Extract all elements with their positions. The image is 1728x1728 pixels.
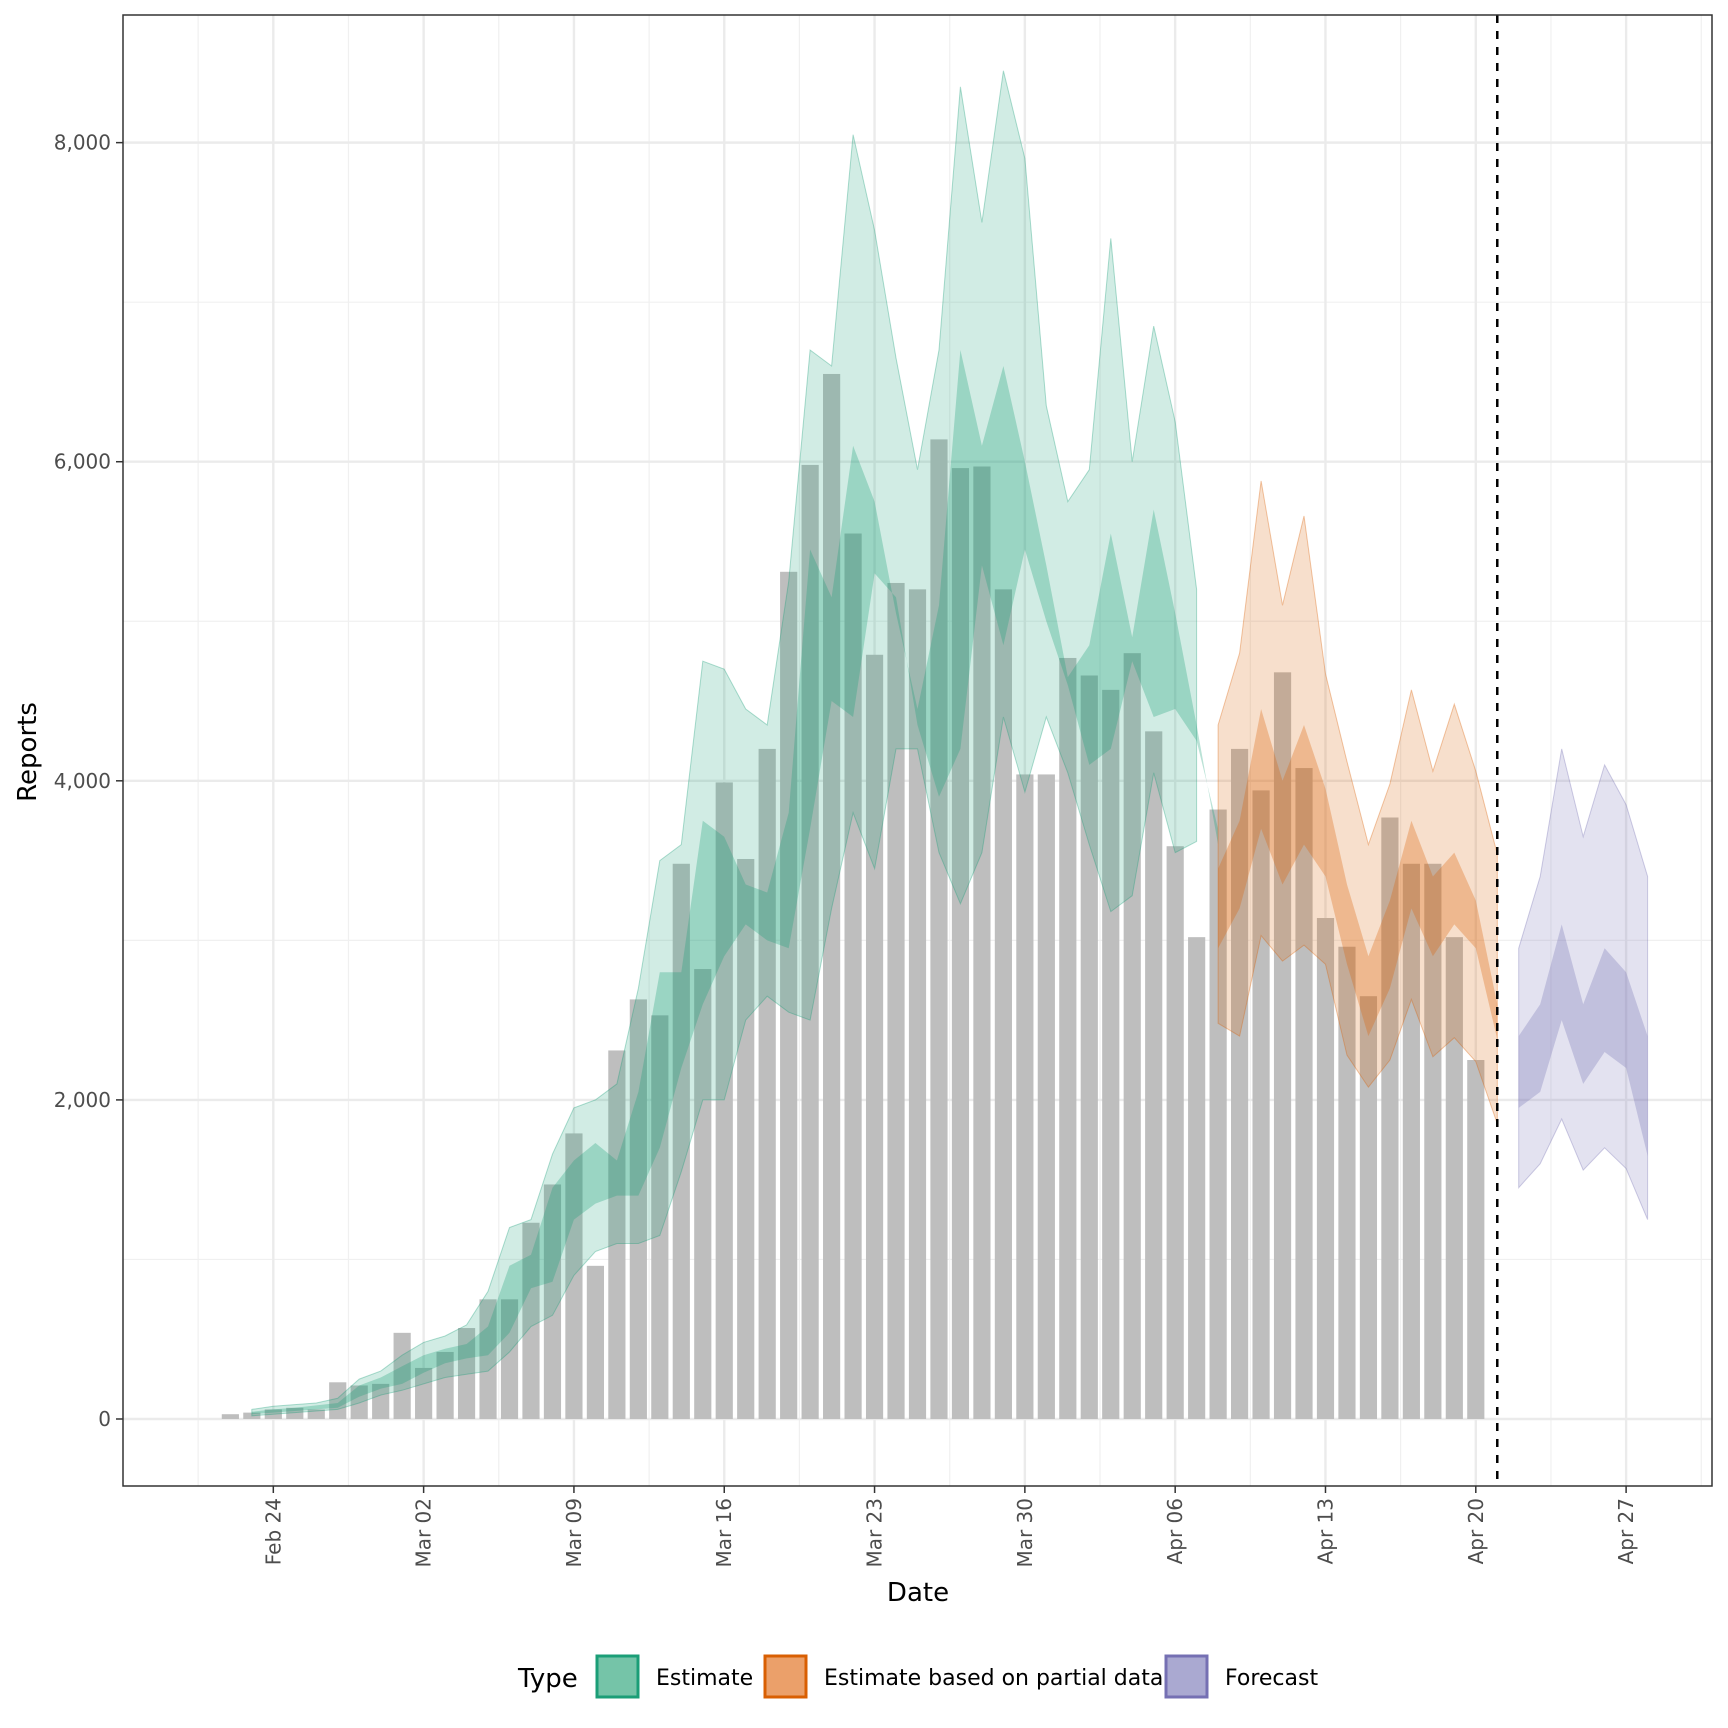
x-tick-label: Mar 09 xyxy=(562,1498,586,1568)
bar xyxy=(479,1299,497,1419)
bar xyxy=(543,1184,562,1419)
bar xyxy=(586,1265,604,1419)
bar xyxy=(629,999,647,1419)
x-tick-label: Apr 06 xyxy=(1163,1498,1187,1564)
x-tick-label: Mar 02 xyxy=(412,1498,436,1568)
bar xyxy=(801,464,819,1419)
x-tick-label: Apr 13 xyxy=(1313,1498,1337,1564)
legend-label-partial: Estimate based on partial data xyxy=(824,1666,1163,1691)
x-tick-label: Feb 24 xyxy=(261,1498,285,1565)
bar xyxy=(1295,768,1313,1419)
bar xyxy=(1381,817,1399,1419)
legend-label-forecast: Forecast xyxy=(1225,1666,1318,1691)
bar xyxy=(715,782,733,1419)
x-tick-label: Apr 27 xyxy=(1614,1498,1638,1564)
legend-swatch-partial xyxy=(763,1654,808,1699)
band-50-estimate-based-on-partial-data xyxy=(1218,709,1498,1040)
y-axis-ticks: 0 2,000 4,000 6,000 8,000 xyxy=(54,131,123,1431)
bar xyxy=(436,1351,454,1419)
x-tick-label: Mar 16 xyxy=(712,1498,736,1568)
x-tick-label: Mar 23 xyxy=(863,1498,887,1568)
bar xyxy=(672,863,690,1419)
band-50-forecast xyxy=(1518,924,1648,1156)
bar xyxy=(651,1015,669,1419)
bar xyxy=(1059,657,1077,1419)
bar xyxy=(1359,996,1378,1419)
bar xyxy=(780,571,798,1419)
bar xyxy=(264,1409,282,1419)
bar xyxy=(329,1382,347,1419)
bar xyxy=(973,466,991,1419)
bar xyxy=(951,468,970,1419)
x-tick-label: Apr 20 xyxy=(1464,1498,1488,1564)
bar xyxy=(608,1050,626,1419)
bar xyxy=(1445,937,1463,1419)
bar xyxy=(1231,748,1249,1419)
bar xyxy=(1188,937,1206,1419)
bar xyxy=(908,589,927,1419)
bar xyxy=(393,1332,411,1419)
bar xyxy=(1166,846,1184,1419)
bar xyxy=(1102,689,1120,1419)
y-tick-label: 4,000 xyxy=(54,769,111,793)
legend-title: Type xyxy=(517,1664,578,1694)
bar xyxy=(994,589,1012,1419)
bar xyxy=(1123,653,1141,1419)
y-tick-label: 6,000 xyxy=(54,450,111,474)
bar xyxy=(350,1385,368,1419)
y-tick-label: 2,000 xyxy=(54,1088,111,1112)
bar xyxy=(930,439,948,1419)
y-axis-title: Reports xyxy=(13,702,43,802)
band-90-estimate xyxy=(251,70,1198,1417)
bar xyxy=(243,1412,261,1419)
y-tick-label: 8,000 xyxy=(54,131,111,155)
bar xyxy=(823,373,841,1419)
bar xyxy=(1145,731,1163,1419)
y-tick-label: 0 xyxy=(98,1407,111,1431)
bar xyxy=(737,858,755,1419)
bar xyxy=(221,1414,239,1419)
bar xyxy=(565,1133,583,1419)
bar xyxy=(758,748,776,1419)
bar xyxy=(522,1222,540,1419)
bar xyxy=(1037,774,1055,1419)
bar xyxy=(1080,675,1098,1419)
bar xyxy=(307,1409,325,1419)
bar xyxy=(1467,1060,1485,1419)
legend-label-estimate: Estimate xyxy=(656,1666,753,1691)
bar xyxy=(887,582,905,1419)
legend-swatch-estimate xyxy=(595,1654,640,1699)
bar xyxy=(1273,672,1292,1419)
x-axis-title: Date xyxy=(887,1578,949,1608)
bar xyxy=(865,654,884,1419)
x-tick-label: Mar 30 xyxy=(1013,1498,1037,1568)
bar xyxy=(694,969,712,1419)
panel-border xyxy=(122,14,1713,1487)
legend: Type Estimate Estimate based on partial … xyxy=(517,1654,1318,1699)
bar xyxy=(415,1367,433,1419)
bar xyxy=(1316,918,1335,1419)
bar xyxy=(1424,863,1442,1419)
band-50-estimate xyxy=(251,350,1219,1415)
bar xyxy=(286,1407,304,1419)
band-90-forecast xyxy=(1518,748,1649,1220)
x-axis-ticks: Feb 24 Mar 02 Mar 09 Mar 16 Mar 23 Mar 30 Apr … xyxy=(261,1486,1638,1568)
bar xyxy=(372,1383,390,1419)
bar xyxy=(1402,863,1420,1419)
bar xyxy=(1252,790,1270,1419)
bars xyxy=(221,373,1485,1419)
bar xyxy=(1209,809,1227,1419)
bands xyxy=(251,70,1649,1417)
bar xyxy=(500,1299,519,1419)
bar xyxy=(1016,774,1034,1419)
bar xyxy=(844,533,862,1419)
legend-swatch-forecast xyxy=(1164,1654,1209,1699)
bar xyxy=(457,1328,476,1419)
bar xyxy=(1338,946,1356,1419)
